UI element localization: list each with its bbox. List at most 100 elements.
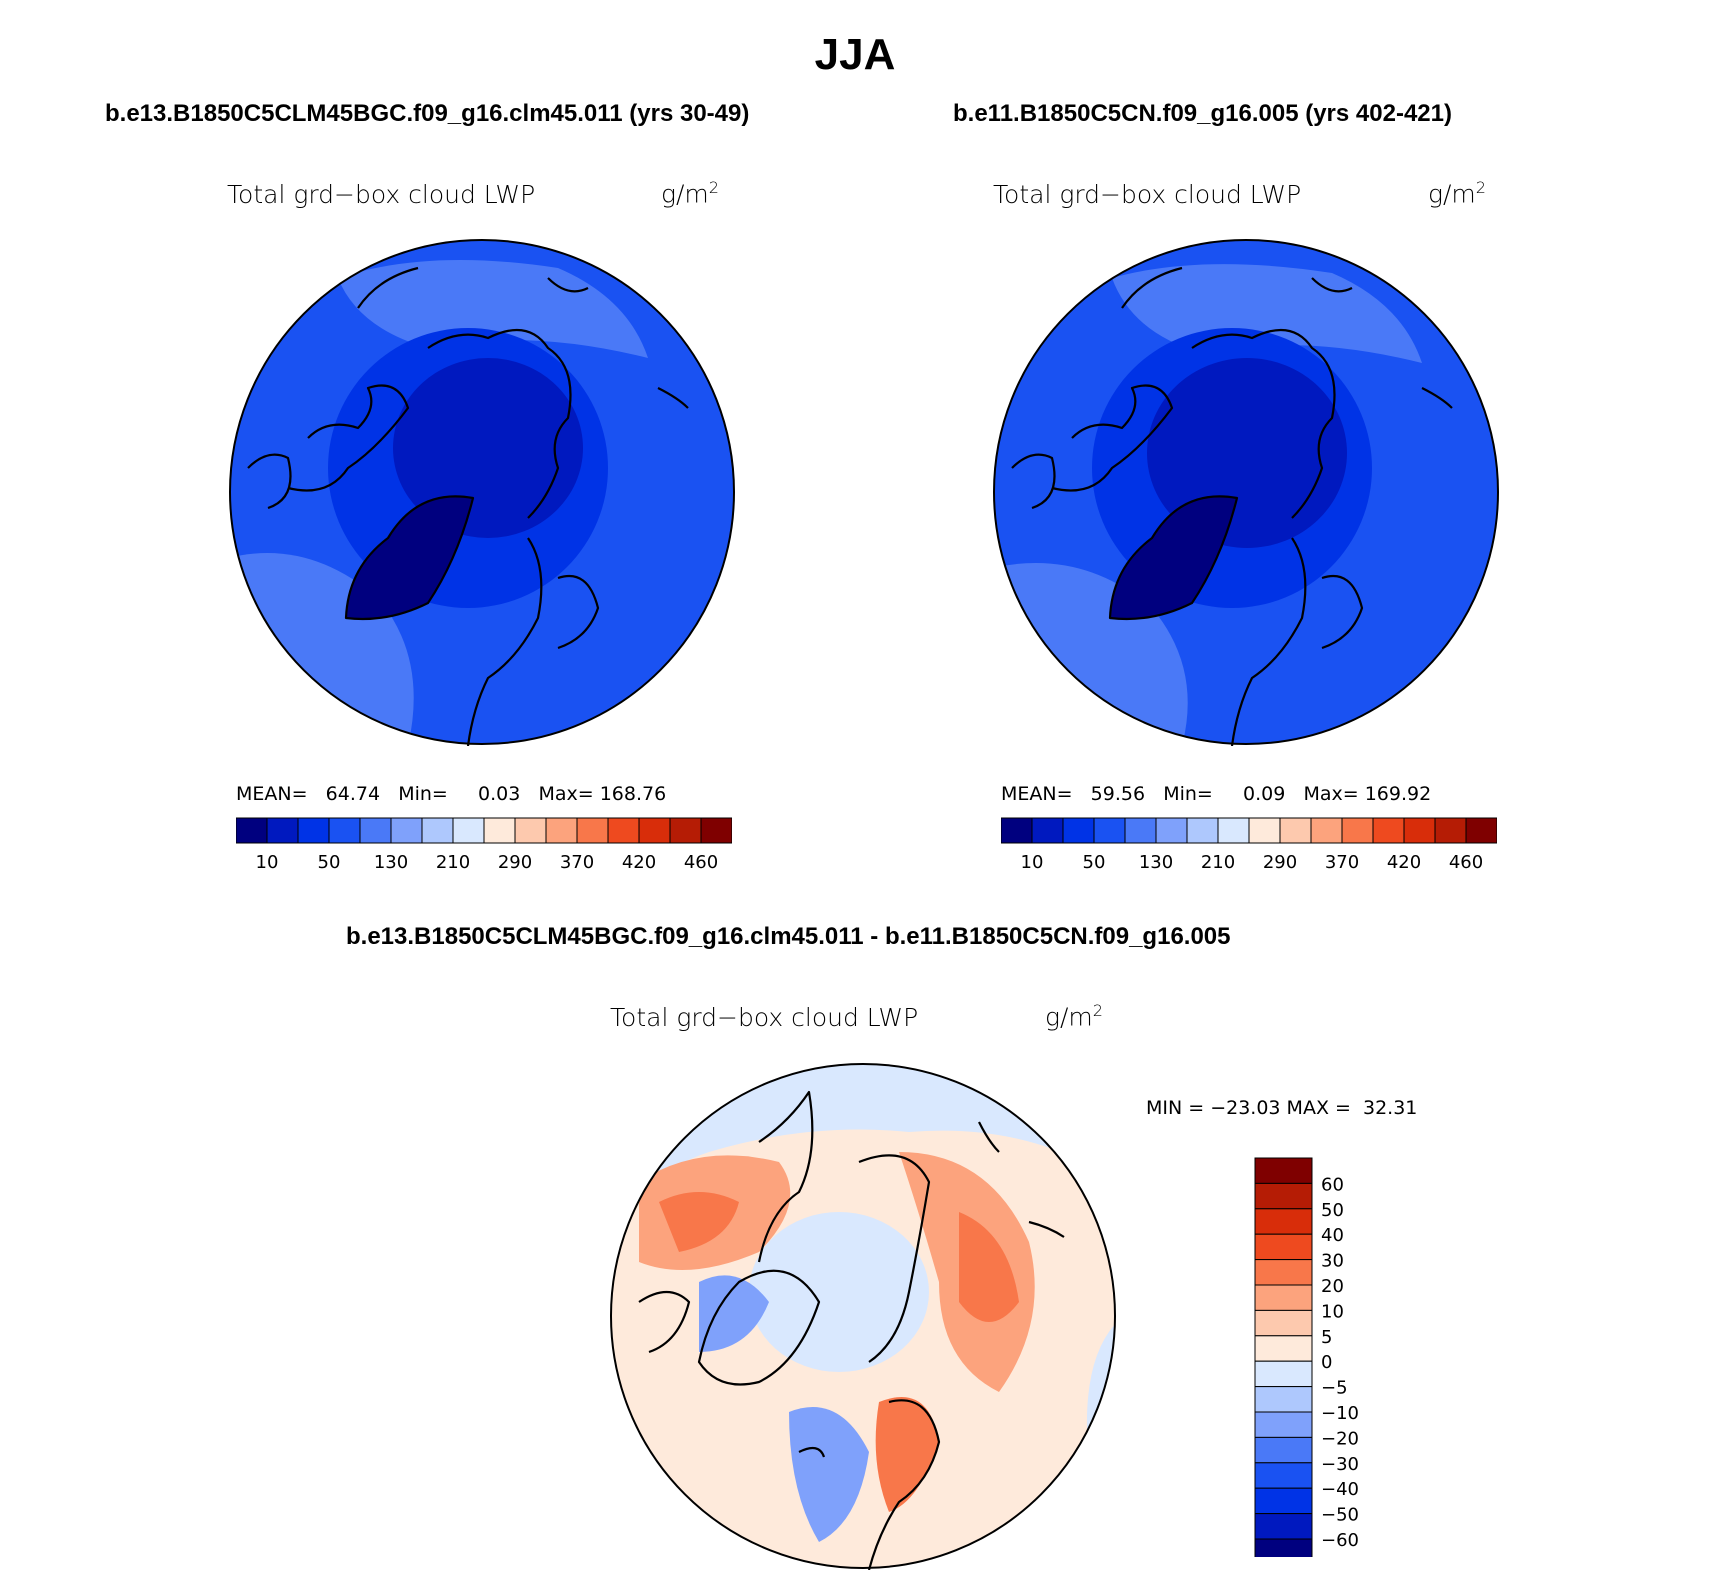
colorbar-swatch bbox=[514, 817, 547, 844]
colorbar-tick-label: 40 bbox=[1321, 1225, 1344, 1246]
colorbar-tick-label: 20 bbox=[1321, 1276, 1344, 1297]
panel1-polar-map bbox=[229, 239, 735, 746]
colorbar-swatch bbox=[1186, 817, 1219, 844]
map-arctic-core bbox=[393, 358, 583, 538]
colorbar-swatch bbox=[1093, 817, 1126, 844]
colorbar-swatch bbox=[1031, 817, 1064, 844]
map-diff-cold-scandinavia bbox=[699, 1275, 769, 1352]
figure-title: JJA bbox=[814, 30, 896, 79]
colorbar-swatch bbox=[1254, 1208, 1313, 1235]
coastlines bbox=[1011, 266, 1453, 746]
colorbar-swatch bbox=[1254, 1411, 1313, 1438]
colorbar-swatch bbox=[700, 817, 732, 844]
diff-polar-map bbox=[610, 1063, 1116, 1570]
colorbar-tick-label: 0 bbox=[1321, 1352, 1332, 1373]
colorbar-tick-label: −5 bbox=[1321, 1378, 1348, 1399]
colorbar-swatch bbox=[1254, 1157, 1313, 1184]
colorbar-swatch bbox=[1254, 1335, 1313, 1362]
colorbar-tick-label: −50 bbox=[1321, 1505, 1359, 1526]
panel1-colorbar bbox=[236, 817, 732, 844]
panel2-polar-map bbox=[993, 239, 1499, 746]
coastlines bbox=[638, 1090, 1065, 1570]
colorbar-swatch bbox=[359, 817, 392, 844]
colorbar-swatch bbox=[236, 817, 268, 844]
map-greenland bbox=[1110, 496, 1237, 619]
colorbar-tick-label: 50 bbox=[317, 852, 341, 873]
colorbar-swatch bbox=[638, 817, 671, 844]
panel2-colorbar bbox=[1001, 817, 1497, 844]
colorbar-tick-label: 290 bbox=[1262, 852, 1298, 873]
panel2-variable: Total grd−box cloud LWP bbox=[993, 180, 1302, 209]
colorbar-tick-label: −10 bbox=[1321, 1403, 1359, 1424]
colorbar-tick-label: −30 bbox=[1321, 1454, 1359, 1475]
colorbar-swatch bbox=[297, 817, 330, 844]
panel1-case-title: b.e13.B1850C5CLM45BGC.f09_g16.clm45.011 … bbox=[105, 100, 750, 127]
colorbar-swatch bbox=[1254, 1462, 1313, 1489]
colorbar-swatch bbox=[1254, 1436, 1313, 1464]
colorbar-swatch bbox=[1372, 817, 1405, 844]
map-diff-cool-arctic bbox=[749, 1212, 929, 1372]
colorbar-tick-label: 420 bbox=[1386, 852, 1422, 873]
colorbar-tick-label: 460 bbox=[683, 852, 719, 873]
coastlines bbox=[247, 266, 689, 746]
colorbar-tick-label: 290 bbox=[497, 852, 533, 873]
panel1-variable: Total grd−box cloud LWP bbox=[227, 180, 536, 209]
colorbar-swatch bbox=[1254, 1360, 1313, 1388]
colorbar-swatch bbox=[1217, 817, 1250, 844]
diff-unit: g/m2 bbox=[1045, 1001, 1103, 1032]
colorbar-tick-label: −40 bbox=[1321, 1479, 1359, 1500]
colorbar-tick-label: 10 bbox=[1321, 1301, 1344, 1322]
colorbar-swatch bbox=[1254, 1233, 1313, 1261]
map-diff-cold-atlantic bbox=[789, 1407, 869, 1542]
colorbar-tick-label: 130 bbox=[1138, 852, 1174, 873]
map-pacific-region bbox=[338, 260, 648, 358]
colorbar-swatch bbox=[1248, 817, 1281, 844]
colorbar-swatch bbox=[1310, 817, 1343, 844]
panel1-unit: g/m2 bbox=[661, 178, 719, 209]
colorbar-swatch bbox=[483, 817, 516, 844]
colorbar-tick-label: −60 bbox=[1321, 1530, 1359, 1551]
colorbar-swatch bbox=[1254, 1487, 1313, 1515]
map-greenland bbox=[346, 496, 473, 619]
colorbar-swatch bbox=[1254, 1513, 1313, 1540]
colorbar-swatch bbox=[1124, 817, 1157, 844]
panel2-unit: g/m2 bbox=[1428, 178, 1486, 209]
colorbar-tick-label: 460 bbox=[1448, 852, 1484, 873]
map-diff-hot-canada bbox=[959, 1212, 1019, 1322]
colorbar-tick-label: 370 bbox=[1324, 852, 1360, 873]
colorbar-tick-label: 130 bbox=[373, 852, 409, 873]
map-boundary bbox=[229, 239, 735, 745]
colorbar-swatch bbox=[452, 817, 485, 844]
colorbar-swatch bbox=[1465, 817, 1497, 844]
colorbar-tick-label: 10 bbox=[1020, 852, 1044, 873]
colorbar-swatch bbox=[1254, 1386, 1313, 1413]
colorbar-swatch bbox=[576, 817, 609, 844]
panel1-stats: MEAN= 64.74 Min= 0.03 Max= 168.76 bbox=[236, 783, 667, 805]
colorbar-swatch bbox=[266, 817, 299, 844]
colorbar-swatch bbox=[421, 817, 454, 844]
colorbar-tick-label: 370 bbox=[559, 852, 595, 873]
colorbar-swatch bbox=[607, 817, 640, 844]
colorbar-tick-label: 210 bbox=[1200, 852, 1236, 873]
colorbar-swatch bbox=[1254, 1284, 1313, 1311]
colorbar-swatch bbox=[1403, 817, 1436, 844]
map-boundary bbox=[993, 239, 1499, 745]
colorbar-tick-label: −20 bbox=[1321, 1428, 1359, 1449]
colorbar-tick-label: 60 bbox=[1321, 1174, 1344, 1195]
colorbar-tick-label: 50 bbox=[1082, 852, 1106, 873]
map-diff-hot-siberia bbox=[659, 1192, 739, 1252]
diff-case-title: b.e13.B1850C5CLM45BGC.f09_g16.clm45.011 … bbox=[346, 923, 1231, 950]
colorbar-swatch bbox=[1001, 817, 1033, 844]
colorbar-swatch bbox=[545, 817, 578, 844]
panel1-colorbar-labels: 10 50 130 210 290 370 420 460 bbox=[236, 852, 732, 876]
diff-minmax: MIN = −23.03 MAX = 32.31 bbox=[1146, 1097, 1418, 1119]
colorbar-swatch bbox=[669, 817, 702, 844]
colorbar-swatch bbox=[1254, 1259, 1313, 1286]
colorbar-tick-label: 50 bbox=[1321, 1200, 1344, 1221]
colorbar-swatch bbox=[1254, 1538, 1313, 1557]
panel2-stats: MEAN= 59.56 Min= 0.09 Max= 169.92 bbox=[1001, 783, 1432, 805]
colorbar-tick-label: 30 bbox=[1321, 1251, 1344, 1272]
colorbar-swatch bbox=[1254, 1182, 1313, 1210]
colorbar-tick-label: 210 bbox=[435, 852, 471, 873]
